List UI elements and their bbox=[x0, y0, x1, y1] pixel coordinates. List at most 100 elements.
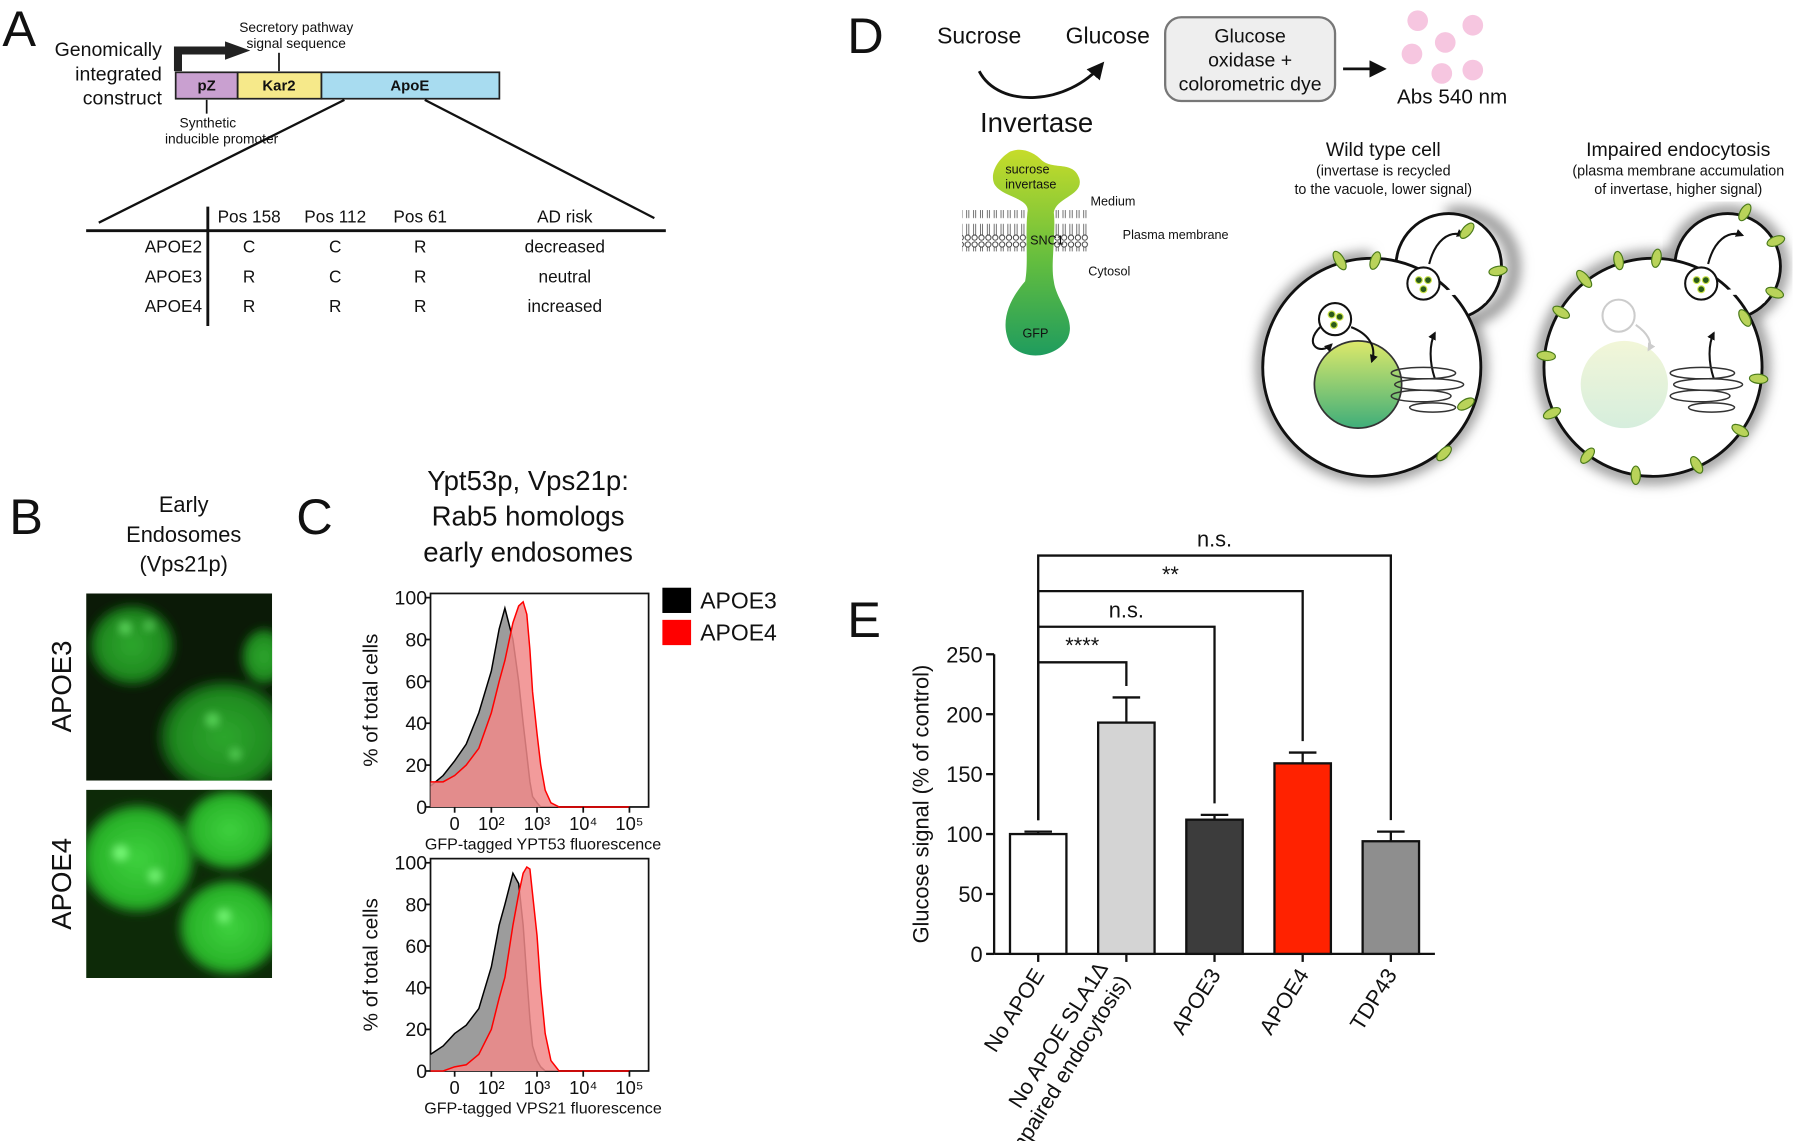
x-tick-label: 10² bbox=[478, 1077, 505, 1098]
y-tick-label: 80 bbox=[405, 629, 427, 651]
table-cell: R bbox=[243, 266, 255, 286]
significance-label: ** bbox=[1162, 562, 1179, 587]
table-cell: R bbox=[329, 296, 341, 316]
series-line bbox=[430, 865, 630, 1072]
area-fill bbox=[430, 873, 630, 1071]
y-tick-label: 150 bbox=[946, 762, 982, 787]
protein-label: invertase bbox=[1005, 177, 1056, 191]
colorimetric-dots bbox=[1401, 10, 1484, 84]
bar bbox=[1097, 721, 1156, 956]
readout-label: Abs 540 nm bbox=[1397, 85, 1507, 108]
x-tick-label: APOE3 bbox=[1166, 964, 1226, 1039]
y-tick-label: 100 bbox=[395, 853, 428, 875]
wild-type-cell bbox=[1255, 206, 1521, 484]
significance-label: n.s. bbox=[1109, 598, 1144, 623]
area-fill bbox=[430, 601, 630, 807]
legend-label: APOE3 bbox=[700, 587, 777, 613]
segment-label: Kar2 bbox=[262, 78, 295, 95]
row-label: APOE3 bbox=[46, 641, 77, 733]
panel-title: Ypt53p, Vps21p: bbox=[427, 465, 629, 496]
expansion-line bbox=[98, 98, 345, 224]
y-tick-label: 80 bbox=[405, 894, 427, 916]
expansion-line bbox=[424, 98, 655, 220]
y-tick-label: 40 bbox=[405, 713, 427, 735]
product-label: Glucose bbox=[1066, 23, 1150, 49]
table-cell: neutral bbox=[539, 266, 592, 286]
assay-text: colorometric dye bbox=[1179, 74, 1322, 96]
x-axis-label: GFP-tagged YPT53 fluorescence bbox=[425, 835, 661, 853]
signal-label: signal sequence bbox=[246, 36, 346, 51]
table-cell: increased bbox=[528, 296, 603, 316]
table-cell: C bbox=[329, 237, 341, 257]
bar bbox=[1185, 818, 1244, 956]
significance-bracket bbox=[1037, 554, 1392, 821]
panel-a: A Genomically integrated construct Secre… bbox=[2, 0, 666, 326]
segment-label: pZ bbox=[198, 78, 216, 95]
protein-label: sucrose bbox=[1005, 162, 1049, 176]
y-tick-label: 20 bbox=[405, 755, 427, 777]
x-tick-label: 10⁵ bbox=[615, 1077, 643, 1098]
series-line bbox=[430, 600, 630, 808]
x-tick-label: 10² bbox=[478, 813, 505, 834]
y-axis-label: Glucose signal (% of control) bbox=[909, 665, 934, 944]
promoter-arrowhead bbox=[225, 41, 251, 60]
x-tick-label: 10⁴ bbox=[569, 813, 597, 834]
cell-title: Wild type cell bbox=[1326, 139, 1441, 161]
membrane-label: Cytosol bbox=[1088, 264, 1130, 278]
y-tick-label: 0 bbox=[416, 1061, 427, 1083]
protein-label: SNC1 bbox=[1030, 234, 1064, 248]
row-label: APOE3 bbox=[145, 266, 202, 286]
panel-letter: C bbox=[296, 488, 332, 545]
y-axis-label: % of total cells bbox=[360, 634, 383, 767]
construct-segment bbox=[320, 71, 501, 100]
column-header: Pos 112 bbox=[304, 207, 366, 227]
row-label: APOE2 bbox=[145, 237, 202, 257]
x-tick-label: 10⁵ bbox=[615, 813, 643, 834]
x-tick-label: 0 bbox=[450, 813, 460, 834]
table-cell: C bbox=[243, 237, 255, 257]
x-tick-label: 10³ bbox=[524, 813, 551, 834]
impaired-cell bbox=[1535, 203, 1789, 485]
panel-title: (Vps21p) bbox=[139, 552, 227, 577]
signal-label: Secretory pathway bbox=[239, 20, 353, 35]
assay-text: oxidase + bbox=[1208, 50, 1292, 72]
bar bbox=[1361, 840, 1421, 956]
cell-note: (plasma membrane accumulation bbox=[1572, 164, 1784, 180]
panel-b: B Early Endosomes (Vps21p) APOE3 bbox=[9, 488, 273, 978]
table-cell: R bbox=[243, 296, 255, 316]
construct-label: construct bbox=[83, 87, 163, 109]
table-cell: R bbox=[414, 266, 426, 286]
y-tick-label: 50 bbox=[958, 882, 982, 907]
x-tick-label: APOE4 bbox=[1254, 964, 1314, 1039]
membrane-label: Plasma membrane bbox=[1123, 228, 1229, 242]
row-label: APOE4 bbox=[46, 838, 77, 930]
panel-d: D Sucrose Glucose Glucose oxidase + colo… bbox=[847, 7, 1789, 485]
y-tick-label: 200 bbox=[946, 702, 982, 727]
y-tick-label: 60 bbox=[405, 671, 427, 693]
construct-label: integrated bbox=[75, 63, 162, 85]
bar bbox=[1273, 762, 1333, 956]
x-tick-label: 10⁴ bbox=[569, 1077, 597, 1098]
significance-label: **** bbox=[1065, 633, 1099, 658]
micrograph bbox=[86, 789, 273, 978]
bar bbox=[1008, 832, 1068, 956]
invertase-protein bbox=[992, 149, 1080, 356]
panel-title: Endosomes bbox=[126, 522, 241, 547]
table-cell: R bbox=[414, 296, 426, 316]
y-tick-label: 40 bbox=[405, 978, 427, 1000]
y-tick-label: 0 bbox=[416, 797, 427, 819]
panel-letter: B bbox=[9, 488, 43, 545]
y-tick-label: 100 bbox=[946, 822, 982, 847]
legend-label: APOE4 bbox=[700, 620, 777, 646]
promoter-label: inducible promoter bbox=[165, 131, 279, 146]
panel-e: E bbox=[847, 591, 881, 648]
substrate-label: Sucrose bbox=[937, 23, 1021, 49]
column-header: AD risk bbox=[537, 207, 593, 227]
panel-title: Rab5 homologs bbox=[432, 501, 625, 532]
area-fill bbox=[430, 866, 630, 1071]
